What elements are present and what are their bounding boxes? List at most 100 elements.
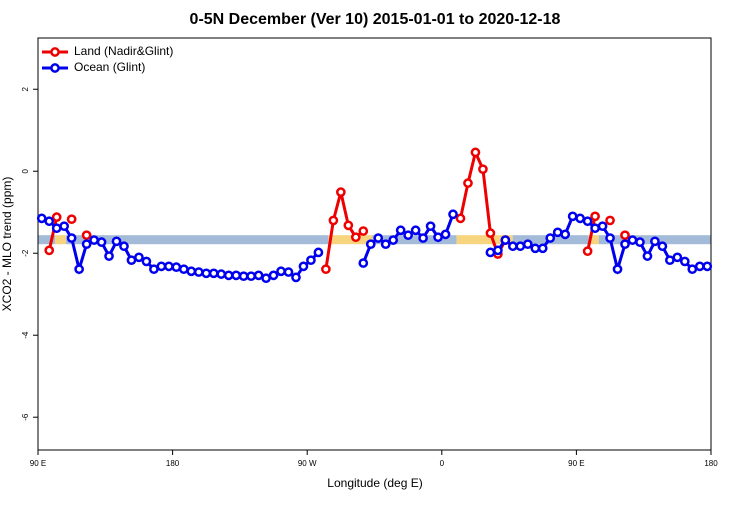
data-point	[620, 239, 630, 250]
data-point	[283, 267, 294, 277]
x-tick-label: 0	[440, 459, 445, 468]
data-point	[343, 220, 354, 231]
data-point	[81, 230, 92, 241]
data-point	[642, 251, 653, 261]
data-point	[694, 261, 705, 272]
data-point	[433, 232, 443, 243]
data-point	[373, 233, 384, 243]
x-tick-label: 180	[166, 459, 180, 468]
data-point	[156, 261, 167, 272]
data-point	[336, 187, 346, 197]
data-point	[597, 221, 608, 232]
data-point	[231, 270, 242, 281]
data-point	[111, 236, 122, 247]
data-point	[403, 230, 413, 241]
data-point	[627, 235, 638, 245]
x-tick-label: 180	[704, 459, 718, 468]
data-point	[149, 264, 159, 275]
legend-label: Land (Nadir&Glint)	[74, 44, 173, 58]
band-segment	[372, 235, 457, 245]
data-point	[261, 273, 271, 284]
data-point	[36, 213, 47, 224]
data-point	[298, 261, 309, 272]
data-point	[440, 229, 451, 240]
data-point	[425, 221, 436, 232]
band-segment	[328, 235, 373, 245]
band-segment	[65, 235, 329, 245]
data-point	[96, 237, 107, 248]
y-tick-label: 0	[21, 168, 30, 173]
data-point	[478, 164, 488, 175]
data-point	[500, 235, 511, 245]
chart-title: 0-5N December (Ver 10) 2015-01-01 to 202…	[190, 11, 561, 28]
data-point	[702, 261, 713, 272]
data-point	[313, 247, 324, 258]
data-point	[81, 239, 92, 250]
data-point	[672, 252, 683, 263]
data-point	[59, 221, 70, 232]
data-point	[44, 245, 55, 256]
band-segment	[38, 235, 56, 245]
data-point	[51, 212, 62, 222]
data-point	[485, 247, 496, 258]
data-point	[635, 237, 645, 248]
data-point	[687, 264, 698, 275]
data-point	[657, 241, 668, 252]
data-point	[605, 215, 615, 226]
data-point	[665, 255, 675, 266]
data-point	[216, 269, 227, 279]
data-point	[560, 229, 571, 240]
data-point	[186, 266, 197, 277]
data-point	[51, 223, 62, 234]
data-point	[582, 216, 593, 227]
data-point	[89, 235, 99, 245]
data-point	[171, 262, 182, 273]
data-point	[66, 233, 77, 243]
data-point	[522, 239, 533, 250]
data-point	[358, 258, 369, 268]
data-point	[463, 178, 473, 188]
data-point	[66, 214, 77, 225]
data-point	[507, 241, 518, 252]
y-tick-label: 2	[21, 86, 30, 91]
data-point	[530, 243, 541, 254]
data-point	[590, 223, 600, 234]
series-line	[47, 216, 59, 251]
data-point	[545, 233, 556, 243]
data-point	[679, 256, 690, 267]
data-point	[119, 241, 129, 252]
data-point	[246, 271, 256, 282]
data-point	[605, 233, 615, 243]
data-point	[253, 270, 264, 281]
y-axis-label: XCO2 - MLO trend (ppm)	[0, 177, 14, 312]
data-point	[44, 216, 55, 227]
data-point	[388, 235, 399, 245]
data-point	[395, 225, 406, 236]
data-point	[582, 246, 593, 257]
data-point	[620, 230, 630, 241]
data-point	[178, 264, 189, 275]
data-point	[223, 270, 234, 281]
data-point	[134, 252, 144, 263]
data-point	[104, 251, 114, 261]
data-point	[650, 236, 660, 247]
data-point	[455, 213, 466, 224]
data-point	[380, 239, 391, 250]
legend-marker	[50, 63, 60, 73]
data-point	[141, 256, 152, 267]
band-segment	[55, 235, 66, 245]
x-tick-label: 90 E	[30, 459, 46, 468]
data-point	[365, 239, 376, 250]
data-point	[306, 255, 316, 266]
data-point	[208, 268, 219, 279]
data-point	[590, 211, 600, 222]
plot-frame	[37, 37, 712, 451]
y-tick-label: -4	[21, 331, 30, 339]
data-point	[268, 270, 279, 281]
data-point	[321, 264, 331, 275]
series-line	[324, 191, 365, 270]
data-point	[164, 261, 174, 272]
data-point	[418, 233, 428, 243]
data-point	[358, 226, 369, 236]
